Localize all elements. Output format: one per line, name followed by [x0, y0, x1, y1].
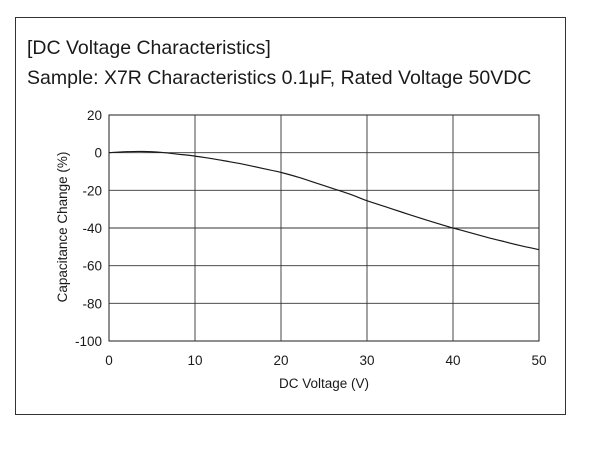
y-axis-ticks: 20 0 -20 -40 -60 -80 -100: [75, 108, 102, 349]
chart-title-block: [DC Voltage Characteristics] Sample: X7R…: [27, 33, 531, 93]
x-tick-label: 0: [105, 353, 113, 368]
y-tick-label: -80: [82, 296, 102, 311]
chart-title: [DC Voltage Characteristics]: [27, 37, 271, 59]
plot-area: [108, 150, 540, 251]
x-tick-label: 50: [531, 353, 546, 368]
grid: [108, 114, 540, 342]
plot-border: [108, 114, 540, 342]
x-tick-label: 30: [359, 353, 374, 368]
x-axis-label: DC Voltage (V): [279, 376, 369, 391]
chart-frame: [15, 17, 566, 415]
y-tick-label: 20: [87, 108, 102, 123]
y-tick-label: -100: [75, 334, 102, 349]
chart-subtitle: Sample: X7R Characteristics 0.1μF, Rated…: [27, 67, 532, 89]
y-tick-label: -60: [82, 259, 102, 274]
series-line: [108, 150, 540, 251]
x-tick-label: 10: [187, 353, 202, 368]
x-axis-ticks: 0 10 20 30 40 50: [105, 353, 546, 368]
y-tick-label: 0: [94, 146, 102, 161]
y-tick-label: -20: [82, 183, 102, 198]
x-tick-label: 20: [273, 353, 288, 368]
x-tick-label: 40: [445, 353, 460, 368]
y-tick-label: -40: [82, 221, 102, 236]
y-axis-label: Capacitance Change (%): [55, 152, 70, 303]
